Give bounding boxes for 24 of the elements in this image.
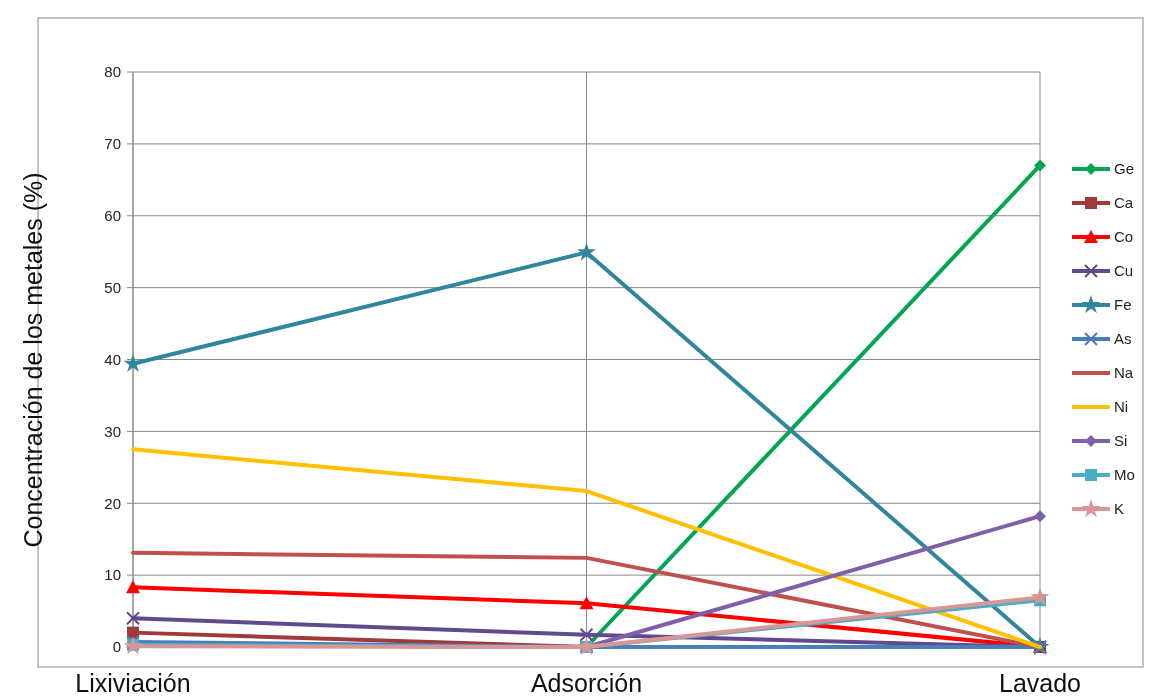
legend-label: Cu [1114, 262, 1134, 280]
x-tick-label: Lixiviación [75, 669, 191, 697]
x-tick-label: Lavado [998, 669, 1082, 697]
legend-label: Si [1114, 432, 1128, 450]
legend-label: Fe [1114, 296, 1132, 314]
legend-label: As [1114, 330, 1132, 348]
legend-label: Ge [1114, 160, 1135, 178]
y-tick-label: 70 [104, 135, 121, 153]
legend-label: K [1114, 500, 1125, 518]
y-tick-label: 50 [104, 278, 121, 296]
y-tick-label: 10 [104, 566, 121, 584]
y-tick-label: 0 [112, 638, 121, 656]
x-tick-label: Adsorción [530, 669, 643, 697]
legend-label: Na [1114, 364, 1134, 382]
y-tick-label: 20 [104, 494, 121, 512]
legend-label: Ni [1114, 398, 1129, 416]
y-tick-label: 30 [104, 422, 121, 440]
y-tick-label: 60 [104, 207, 121, 224]
y-tick-label: 40 [104, 350, 121, 368]
y-tick-label: 80 [104, 63, 121, 81]
legend-label: Mo [1114, 466, 1135, 484]
legend-label: Co [1114, 228, 1134, 246]
legend-label: Ca [1114, 194, 1134, 212]
y-axis-title: Concentración de los metales (%) [19, 172, 47, 548]
